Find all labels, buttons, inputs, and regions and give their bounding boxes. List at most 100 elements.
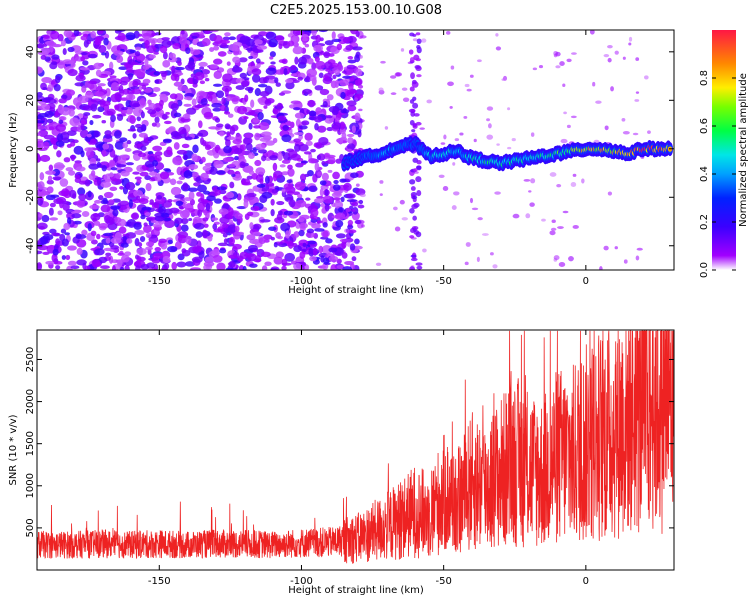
noise-blob xyxy=(125,162,134,166)
noise-blob xyxy=(104,50,110,59)
noise-blob xyxy=(259,91,270,97)
y-tick-label: 2000 xyxy=(25,389,36,414)
noise-blob xyxy=(275,232,282,239)
noise-blob xyxy=(196,191,202,197)
noise-blob xyxy=(322,230,329,238)
noise-blob xyxy=(38,129,49,138)
noise-blob xyxy=(559,61,565,66)
noise-blob xyxy=(176,180,183,185)
noise-blob xyxy=(100,181,112,188)
noise-blob xyxy=(272,173,278,182)
noise-blob xyxy=(400,48,405,52)
noise-blob xyxy=(512,213,520,219)
noise-blob xyxy=(92,114,102,119)
noise-blob xyxy=(339,178,347,183)
noise-blob xyxy=(86,133,92,138)
noise-blob xyxy=(230,124,239,132)
noise-blob xyxy=(339,121,346,130)
noise-blob xyxy=(331,31,336,40)
noise-blob xyxy=(359,193,366,198)
noise-blob xyxy=(357,204,365,209)
noise-blob xyxy=(235,85,245,90)
noise-blob xyxy=(69,189,77,199)
noise-blob xyxy=(350,172,359,179)
noise-blob xyxy=(51,253,58,263)
noise-blob xyxy=(159,45,168,54)
noise-blob xyxy=(71,213,82,219)
noise-blob xyxy=(277,115,287,121)
noise-blob xyxy=(409,57,415,62)
noise-blob xyxy=(326,127,334,132)
noise-blob xyxy=(334,69,341,76)
noise-blob xyxy=(207,235,213,242)
noise-blob xyxy=(66,143,72,148)
noise-blob xyxy=(291,79,300,84)
noise-blob xyxy=(227,113,234,118)
noise-blob xyxy=(126,238,133,244)
noise-blob xyxy=(309,110,317,117)
noise-blob xyxy=(572,225,579,229)
noise-blob xyxy=(556,184,562,188)
snr-frame xyxy=(36,329,675,571)
noise-blob xyxy=(186,107,197,115)
noise-blob xyxy=(70,265,80,270)
noise-blob xyxy=(281,258,288,267)
noise-blob xyxy=(304,43,310,48)
noise-blob xyxy=(416,74,422,78)
noise-blob xyxy=(55,140,65,147)
noise-blob xyxy=(107,173,115,177)
noise-blob xyxy=(570,182,577,187)
noise-blob xyxy=(298,125,308,130)
noise-blob xyxy=(402,97,410,103)
noise-blob xyxy=(243,133,254,139)
noise-blob xyxy=(102,100,111,107)
noise-blob xyxy=(354,219,362,225)
noise-blob xyxy=(268,226,277,231)
spectrogram-panel: -150 -100 -50 0 -40 -20 0 20 40 Height of strai… xyxy=(8,29,675,296)
noise-blob xyxy=(162,60,171,68)
noise-blob xyxy=(413,113,420,117)
noise-blob xyxy=(84,147,94,152)
noise-blob xyxy=(145,246,154,251)
noise-blob xyxy=(322,195,333,204)
noise-blob xyxy=(275,251,284,259)
noise-blob xyxy=(275,82,281,87)
noise-blob xyxy=(90,170,96,177)
noise-blob xyxy=(466,88,472,92)
noise-blob xyxy=(118,84,124,92)
noise-blob xyxy=(333,179,339,185)
noise-blob xyxy=(227,169,235,175)
noise-blob xyxy=(570,115,577,119)
noise-blob xyxy=(199,66,205,70)
noise-blob xyxy=(93,130,100,138)
noise-blob xyxy=(148,54,156,59)
noise-blob xyxy=(96,176,102,186)
noise-blob xyxy=(53,232,61,237)
noise-blob xyxy=(599,266,603,270)
y-tick-label: 500 xyxy=(25,518,36,537)
noise-blob xyxy=(234,225,240,233)
noise-blob xyxy=(301,34,309,38)
noise-blob xyxy=(246,192,257,198)
noise-blob xyxy=(94,199,102,204)
noise-blob xyxy=(489,252,494,256)
noise-blob xyxy=(79,129,89,139)
noise-blob xyxy=(37,240,41,245)
noise-blob xyxy=(321,172,329,181)
noise-blob xyxy=(351,125,356,134)
noise-blob xyxy=(273,35,285,41)
noise-blob xyxy=(61,255,67,260)
noise-blob xyxy=(142,65,150,70)
noise-blob xyxy=(37,105,42,110)
noise-blob xyxy=(323,51,331,59)
noise-blob xyxy=(350,30,359,35)
noise-blob xyxy=(322,101,328,108)
noise-blob xyxy=(131,88,142,95)
noise-blob xyxy=(228,260,236,268)
noise-blob xyxy=(176,149,188,155)
noise-blob xyxy=(273,256,284,265)
noise-blob xyxy=(112,209,119,217)
noise-blob xyxy=(354,112,361,122)
noise-blob xyxy=(135,46,142,51)
